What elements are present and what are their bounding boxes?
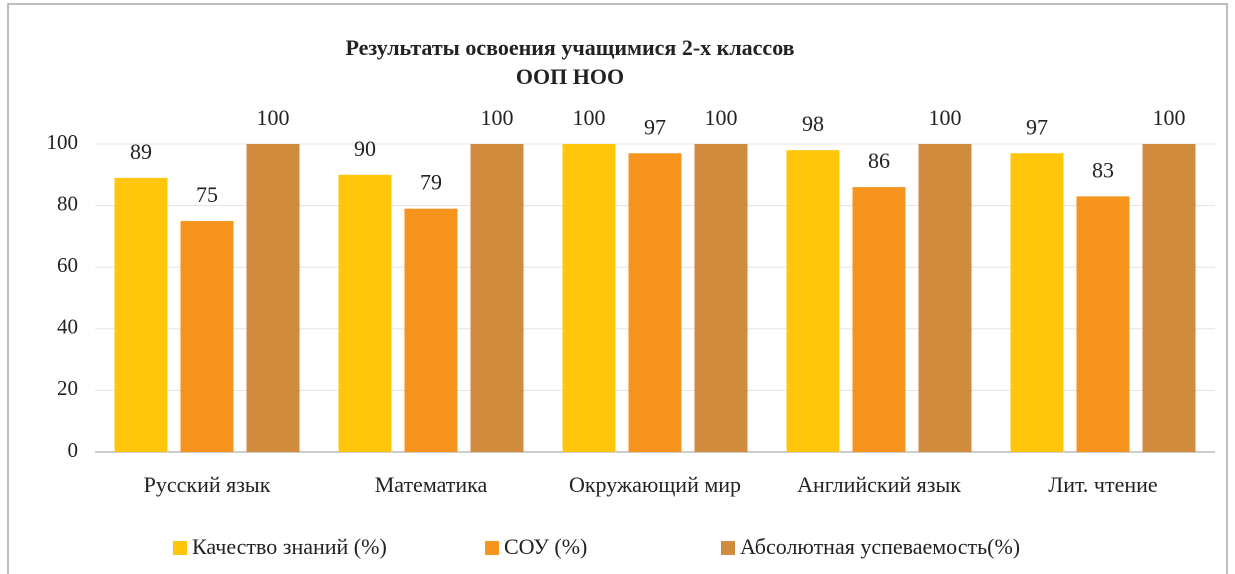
- x-tick-label: Математика: [374, 472, 488, 497]
- bar: [628, 153, 682, 453]
- data-label: 97: [1026, 114, 1048, 139]
- chart-title: Результаты освоения учащимися 2-х классо…: [345, 35, 794, 60]
- bar: [1076, 196, 1130, 452]
- bar: [786, 150, 840, 452]
- bar: [694, 144, 748, 452]
- y-tick-label: 100: [47, 130, 79, 154]
- data-label: 100: [573, 105, 606, 130]
- legend-swatch: [721, 541, 735, 555]
- data-label: 75: [196, 182, 218, 207]
- data-label: 100: [257, 105, 290, 130]
- data-label: 86: [868, 148, 890, 173]
- x-tick-label: Русский язык: [143, 472, 271, 497]
- bar: [180, 221, 234, 452]
- data-label: 97: [644, 114, 666, 139]
- bar: [470, 144, 524, 452]
- legend-swatch: [173, 541, 187, 555]
- data-label: 98: [802, 111, 824, 136]
- legend-label: СОУ (%): [504, 534, 587, 559]
- bar: [852, 187, 906, 452]
- data-label: 100: [481, 105, 514, 130]
- data-label: 79: [420, 170, 442, 195]
- x-tick-label: Окружающий мир: [568, 472, 742, 497]
- bar: [404, 208, 458, 452]
- bar: [562, 144, 616, 452]
- legend-swatch: [485, 541, 499, 555]
- legend-label: Качество знаний (%): [192, 534, 387, 559]
- data-label: 100: [1153, 105, 1186, 130]
- chart-title: ООП НОО: [516, 64, 624, 89]
- bar: [918, 144, 972, 452]
- y-tick-label: 80: [57, 191, 78, 215]
- legend-label: Абсолютная успеваемость(%): [740, 534, 1020, 559]
- y-tick-label: 20: [57, 376, 78, 400]
- x-tick-label: Английский язык: [797, 472, 961, 497]
- data-label: 89: [130, 139, 152, 164]
- data-label: 100: [929, 105, 962, 130]
- bar: [338, 174, 392, 453]
- x-tick-label: Лит. чтение: [1048, 472, 1158, 497]
- bar: [246, 144, 300, 452]
- y-tick-label: 60: [57, 253, 78, 277]
- bar: [1142, 144, 1196, 452]
- y-tick-label: 40: [57, 315, 78, 339]
- bar: [114, 177, 168, 452]
- data-label: 100: [705, 105, 738, 130]
- y-tick-label: 0: [68, 438, 79, 462]
- data-label: 90: [354, 136, 376, 161]
- data-label: 83: [1092, 157, 1114, 182]
- bar: [1010, 153, 1064, 453]
- frame: [7, 3, 1228, 574]
